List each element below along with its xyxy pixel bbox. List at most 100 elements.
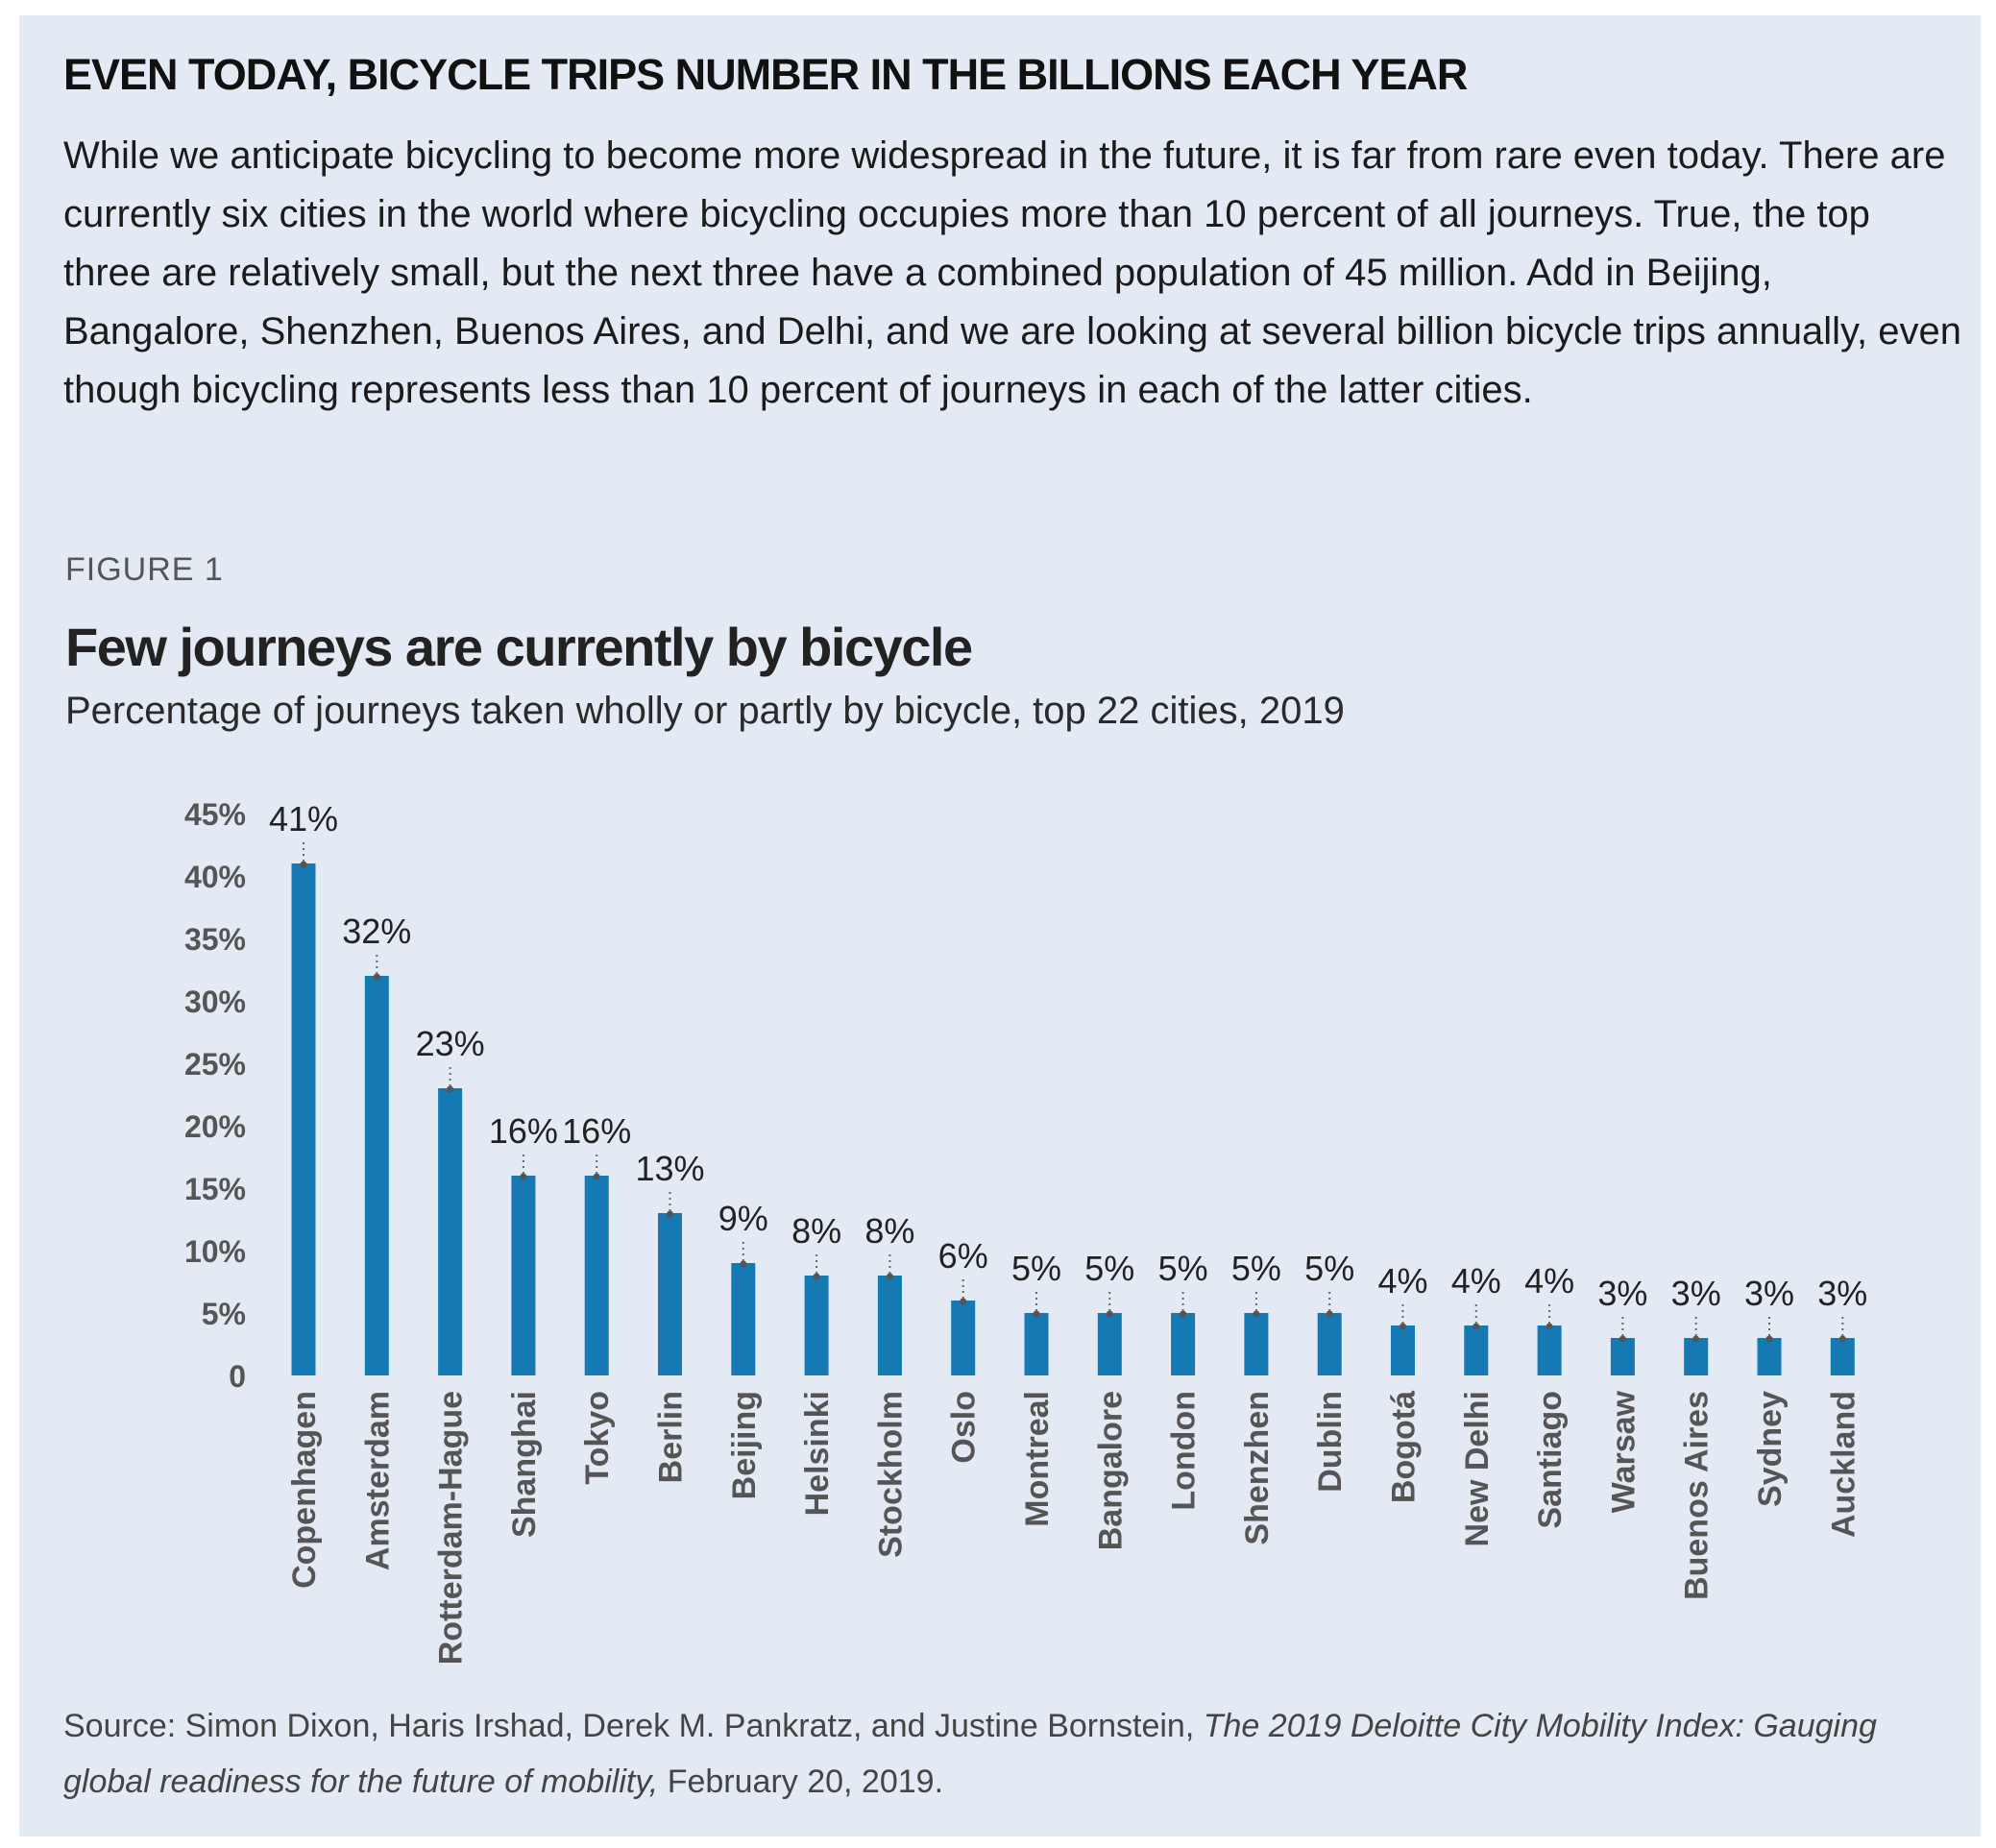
- bar: [584, 1176, 609, 1375]
- x-tick-label: Beijing: [726, 1391, 763, 1499]
- x-tick-label: Oslo: [946, 1391, 983, 1464]
- bar: [658, 1213, 682, 1375]
- bar-marker: [1692, 1335, 1700, 1343]
- data-label: 23%: [416, 1024, 485, 1063]
- x-tick-label: Amsterdam: [359, 1391, 396, 1570]
- bar-marker: [373, 973, 380, 981]
- bar-marker: [593, 1173, 600, 1180]
- bar: [951, 1301, 976, 1375]
- x-tick-label: Warsaw: [1605, 1390, 1642, 1513]
- data-label: 3%: [1671, 1274, 1721, 1313]
- data-label: 16%: [562, 1111, 631, 1151]
- bar-marker: [886, 1273, 893, 1280]
- bar-marker: [1838, 1335, 1846, 1343]
- bar: [1830, 1338, 1855, 1375]
- bar: [511, 1176, 536, 1375]
- bar-marker: [813, 1273, 820, 1280]
- bar: [364, 976, 389, 1375]
- bar-marker: [1033, 1310, 1040, 1318]
- y-tick-label: 10%: [184, 1234, 246, 1269]
- y-tick-label: 5%: [202, 1297, 246, 1331]
- bar-marker: [1180, 1310, 1187, 1318]
- bar-marker: [1619, 1335, 1626, 1343]
- intro-paragraph: While we anticipate bicycling to become …: [63, 134, 1962, 411]
- data-label: 3%: [1744, 1274, 1794, 1313]
- data-label: 3%: [1597, 1274, 1647, 1313]
- section-heading: EVEN TODAY, BICYCLE TRIPS NUMBER IN THE …: [63, 50, 1468, 99]
- data-label: 8%: [791, 1211, 841, 1251]
- x-tick-label: Auckland: [1825, 1391, 1862, 1538]
- x-tick-label: Shanghai: [506, 1391, 543, 1538]
- x-tick-label: New Delhi: [1459, 1391, 1496, 1546]
- x-tick-label: London: [1166, 1391, 1203, 1511]
- figure-label: FIGURE 1: [65, 551, 224, 588]
- x-tick-label: Bangalore: [1092, 1391, 1129, 1550]
- data-label: 8%: [864, 1211, 914, 1251]
- bar-marker: [447, 1085, 454, 1093]
- y-tick-label: 35%: [184, 922, 246, 957]
- bar: [1317, 1313, 1342, 1375]
- bar: [1610, 1338, 1635, 1375]
- x-tick-label: Helsinki: [799, 1391, 836, 1516]
- source-note: Source: Simon Dixon, Haris Irshad, Derek…: [63, 1698, 1965, 1810]
- bar-marker: [520, 1173, 527, 1180]
- bar: [291, 863, 316, 1375]
- data-label: 3%: [1817, 1274, 1867, 1313]
- bar-marker: [1106, 1310, 1113, 1318]
- source-date: February 20, 2019.: [667, 1763, 944, 1800]
- source-prefix: Source: Simon Dixon, Haris Irshad, Derek…: [63, 1708, 1195, 1744]
- bar-marker: [1326, 1310, 1333, 1318]
- bar: [1684, 1338, 1709, 1375]
- bar: [1171, 1313, 1196, 1375]
- x-tick-label: Stockholm: [872, 1391, 909, 1558]
- x-tick-label: Bogotá: [1386, 1391, 1423, 1503]
- y-tick-label: 30%: [184, 985, 246, 1019]
- chart-title: Few journeys are currently by bicycle: [65, 617, 973, 677]
- x-tick-label: Montreal: [1019, 1391, 1056, 1527]
- bar-marker: [960, 1298, 967, 1305]
- bar-marker: [667, 1210, 673, 1218]
- bar: [1464, 1325, 1489, 1375]
- y-tick-label: 0: [229, 1359, 246, 1394]
- data-label: 32%: [342, 912, 411, 951]
- x-tick-label: Tokyo: [579, 1391, 616, 1485]
- x-tick-label: Berlin: [653, 1391, 690, 1483]
- data-label: 4%: [1451, 1261, 1501, 1301]
- data-label: 9%: [718, 1199, 768, 1238]
- data-label: 5%: [1158, 1249, 1208, 1288]
- data-label: 13%: [635, 1149, 704, 1188]
- x-tick-label: Copenhagen: [286, 1391, 323, 1589]
- bar: [877, 1276, 902, 1375]
- x-tick-label: Buenos Aires: [1679, 1391, 1716, 1600]
- content-panel: [19, 15, 1981, 1836]
- bar: [731, 1263, 756, 1375]
- y-tick-label: 40%: [184, 860, 246, 894]
- chart-subtitle: Percentage of journeys taken wholly or p…: [65, 690, 1345, 732]
- bar-marker: [740, 1260, 747, 1268]
- bar: [1244, 1313, 1269, 1375]
- bar: [438, 1088, 463, 1375]
- data-label: 16%: [489, 1111, 558, 1151]
- bar: [1097, 1313, 1122, 1375]
- bar: [1537, 1325, 1562, 1375]
- source-title: The 2019 Deloitte City Mobility Index: G…: [63, 1708, 1877, 1800]
- bar-series: 41%32%23%16% 16%13%9% 8% 8%6% 5% 5% 5% 5% 5% 4% 4%…: [269, 799, 1867, 1375]
- bar: [1757, 1338, 1782, 1375]
- x-tick-label: Rotterdam-Hague: [433, 1391, 470, 1665]
- y-axis: 0 5% 10% 15% 20% 25% 30% 35% 40% 45%: [184, 797, 246, 1394]
- data-label: 6%: [938, 1236, 988, 1276]
- data-label: 5%: [1231, 1249, 1281, 1288]
- data-label: 4%: [1524, 1261, 1574, 1301]
- data-label: 5%: [1304, 1249, 1354, 1288]
- bar-marker: [1473, 1323, 1480, 1330]
- data-label: 41%: [269, 799, 338, 839]
- y-tick-label: 20%: [184, 1109, 246, 1144]
- y-tick-label: 45%: [184, 797, 246, 832]
- bar: [1391, 1325, 1415, 1375]
- x-tick-label: Santiago: [1532, 1391, 1569, 1529]
- y-tick-label: 15%: [184, 1172, 246, 1206]
- bar-marker: [1253, 1310, 1260, 1318]
- x-tick-label: Shenzhen: [1239, 1391, 1276, 1545]
- data-label: 5%: [1084, 1249, 1134, 1288]
